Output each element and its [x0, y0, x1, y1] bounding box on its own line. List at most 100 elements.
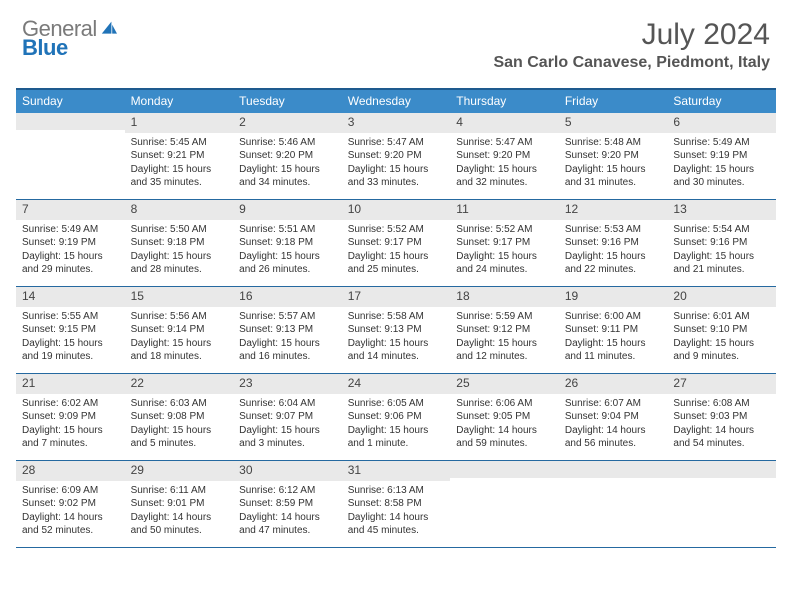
day-number: 13 [667, 200, 776, 220]
day-content: Sunrise: 6:01 AMSunset: 9:10 PMDaylight:… [667, 307, 776, 369]
day-number: 18 [450, 287, 559, 307]
day-number: 24 [342, 374, 451, 394]
day-number [559, 461, 668, 478]
day-number [16, 113, 125, 130]
day-content: Sunrise: 5:49 AMSunset: 9:19 PMDaylight:… [667, 133, 776, 195]
day-content: Sunrise: 6:09 AMSunset: 9:02 PMDaylight:… [16, 481, 125, 543]
day-content: Sunrise: 5:50 AMSunset: 9:18 PMDaylight:… [125, 220, 234, 282]
day-cell: 30Sunrise: 6:12 AMSunset: 8:59 PMDayligh… [233, 461, 342, 547]
day-number: 10 [342, 200, 451, 220]
day-cell: 12Sunrise: 5:53 AMSunset: 9:16 PMDayligh… [559, 200, 668, 286]
day-content: Sunrise: 6:06 AMSunset: 9:05 PMDaylight:… [450, 394, 559, 456]
title-block: July 2024 San Carlo Canavese, Piedmont, … [493, 18, 770, 72]
day-number: 17 [342, 287, 451, 307]
day-content: Sunrise: 6:13 AMSunset: 8:58 PMDaylight:… [342, 481, 451, 543]
day-cell: 7Sunrise: 5:49 AMSunset: 9:19 PMDaylight… [16, 200, 125, 286]
day-number: 8 [125, 200, 234, 220]
dow-cell: Wednesday [342, 90, 451, 113]
dow-cell: Sunday [16, 90, 125, 113]
day-content: Sunrise: 5:48 AMSunset: 9:20 PMDaylight:… [559, 133, 668, 195]
day-number: 26 [559, 374, 668, 394]
day-content: Sunrise: 5:46 AMSunset: 9:20 PMDaylight:… [233, 133, 342, 195]
day-content: Sunrise: 5:59 AMSunset: 9:12 PMDaylight:… [450, 307, 559, 369]
day-content: Sunrise: 6:04 AMSunset: 9:07 PMDaylight:… [233, 394, 342, 456]
day-content: Sunrise: 6:11 AMSunset: 9:01 PMDaylight:… [125, 481, 234, 543]
day-cell: 26Sunrise: 6:07 AMSunset: 9:04 PMDayligh… [559, 374, 668, 460]
day-cell: 8Sunrise: 5:50 AMSunset: 9:18 PMDaylight… [125, 200, 234, 286]
day-cell: 10Sunrise: 5:52 AMSunset: 9:17 PMDayligh… [342, 200, 451, 286]
day-content: Sunrise: 6:12 AMSunset: 8:59 PMDaylight:… [233, 481, 342, 543]
day-cell: 23Sunrise: 6:04 AMSunset: 9:07 PMDayligh… [233, 374, 342, 460]
day-number: 15 [125, 287, 234, 307]
week-row: 28Sunrise: 6:09 AMSunset: 9:02 PMDayligh… [16, 461, 776, 548]
day-content: Sunrise: 5:53 AMSunset: 9:16 PMDaylight:… [559, 220, 668, 282]
day-content: Sunrise: 5:54 AMSunset: 9:16 PMDaylight:… [667, 220, 776, 282]
dow-cell: Monday [125, 90, 234, 113]
day-content: Sunrise: 6:03 AMSunset: 9:08 PMDaylight:… [125, 394, 234, 456]
day-content: Sunrise: 5:47 AMSunset: 9:20 PMDaylight:… [450, 133, 559, 195]
day-number [667, 461, 776, 478]
day-number: 11 [450, 200, 559, 220]
dow-cell: Thursday [450, 90, 559, 113]
week-row: 7Sunrise: 5:49 AMSunset: 9:19 PMDaylight… [16, 200, 776, 287]
day-of-week-row: SundayMondayTuesdayWednesdayThursdayFrid… [16, 90, 776, 113]
day-content: Sunrise: 5:47 AMSunset: 9:20 PMDaylight:… [342, 133, 451, 195]
day-cell: 18Sunrise: 5:59 AMSunset: 9:12 PMDayligh… [450, 287, 559, 373]
day-number: 29 [125, 461, 234, 481]
day-content: Sunrise: 6:08 AMSunset: 9:03 PMDaylight:… [667, 394, 776, 456]
day-cell: 14Sunrise: 5:55 AMSunset: 9:15 PMDayligh… [16, 287, 125, 373]
day-number: 2 [233, 113, 342, 133]
day-cell: 3Sunrise: 5:47 AMSunset: 9:20 PMDaylight… [342, 113, 451, 199]
day-cell: 9Sunrise: 5:51 AMSunset: 9:18 PMDaylight… [233, 200, 342, 286]
day-cell: 11Sunrise: 5:52 AMSunset: 9:17 PMDayligh… [450, 200, 559, 286]
day-cell: 16Sunrise: 5:57 AMSunset: 9:13 PMDayligh… [233, 287, 342, 373]
day-cell [667, 461, 776, 547]
day-cell: 21Sunrise: 6:02 AMSunset: 9:09 PMDayligh… [16, 374, 125, 460]
day-cell: 25Sunrise: 6:06 AMSunset: 9:05 PMDayligh… [450, 374, 559, 460]
day-cell [559, 461, 668, 547]
day-number: 5 [559, 113, 668, 133]
day-cell: 24Sunrise: 6:05 AMSunset: 9:06 PMDayligh… [342, 374, 451, 460]
day-cell: 28Sunrise: 6:09 AMSunset: 9:02 PMDayligh… [16, 461, 125, 547]
day-number: 7 [16, 200, 125, 220]
day-number: 14 [16, 287, 125, 307]
day-cell [450, 461, 559, 547]
month-title: July 2024 [493, 18, 770, 52]
day-cell: 1Sunrise: 5:45 AMSunset: 9:21 PMDaylight… [125, 113, 234, 199]
day-cell: 22Sunrise: 6:03 AMSunset: 9:08 PMDayligh… [125, 374, 234, 460]
day-cell: 5Sunrise: 5:48 AMSunset: 9:20 PMDaylight… [559, 113, 668, 199]
calendar: SundayMondayTuesdayWednesdayThursdayFrid… [16, 88, 776, 548]
day-number: 9 [233, 200, 342, 220]
day-number [450, 461, 559, 478]
day-content: Sunrise: 5:52 AMSunset: 9:17 PMDaylight:… [342, 220, 451, 282]
day-number: 23 [233, 374, 342, 394]
day-content: Sunrise: 6:07 AMSunset: 9:04 PMDaylight:… [559, 394, 668, 456]
logo-text-blue: Blue [22, 37, 119, 59]
day-content: Sunrise: 5:58 AMSunset: 9:13 PMDaylight:… [342, 307, 451, 369]
day-content: Sunrise: 5:57 AMSunset: 9:13 PMDaylight:… [233, 307, 342, 369]
day-cell: 29Sunrise: 6:11 AMSunset: 9:01 PMDayligh… [125, 461, 234, 547]
day-number: 12 [559, 200, 668, 220]
day-number: 25 [450, 374, 559, 394]
day-number: 3 [342, 113, 451, 133]
header: GeneralBlue July 2024 San Carlo Canavese… [0, 0, 792, 78]
logo: GeneralBlue [22, 18, 119, 59]
week-row: 1Sunrise: 5:45 AMSunset: 9:21 PMDaylight… [16, 113, 776, 200]
dow-cell: Friday [559, 90, 668, 113]
day-cell: 4Sunrise: 5:47 AMSunset: 9:20 PMDaylight… [450, 113, 559, 199]
day-number: 27 [667, 374, 776, 394]
day-number: 16 [233, 287, 342, 307]
day-cell: 2Sunrise: 5:46 AMSunset: 9:20 PMDaylight… [233, 113, 342, 199]
week-row: 21Sunrise: 6:02 AMSunset: 9:09 PMDayligh… [16, 374, 776, 461]
day-cell [16, 113, 125, 199]
day-number: 4 [450, 113, 559, 133]
day-content: Sunrise: 5:52 AMSunset: 9:17 PMDaylight:… [450, 220, 559, 282]
day-content: Sunrise: 6:00 AMSunset: 9:11 PMDaylight:… [559, 307, 668, 369]
day-content: Sunrise: 5:51 AMSunset: 9:18 PMDaylight:… [233, 220, 342, 282]
location: San Carlo Canavese, Piedmont, Italy [493, 54, 770, 72]
day-content: Sunrise: 6:02 AMSunset: 9:09 PMDaylight:… [16, 394, 125, 456]
day-cell: 31Sunrise: 6:13 AMSunset: 8:58 PMDayligh… [342, 461, 451, 547]
day-cell: 27Sunrise: 6:08 AMSunset: 9:03 PMDayligh… [667, 374, 776, 460]
day-cell: 6Sunrise: 5:49 AMSunset: 9:19 PMDaylight… [667, 113, 776, 199]
day-content: Sunrise: 5:55 AMSunset: 9:15 PMDaylight:… [16, 307, 125, 369]
